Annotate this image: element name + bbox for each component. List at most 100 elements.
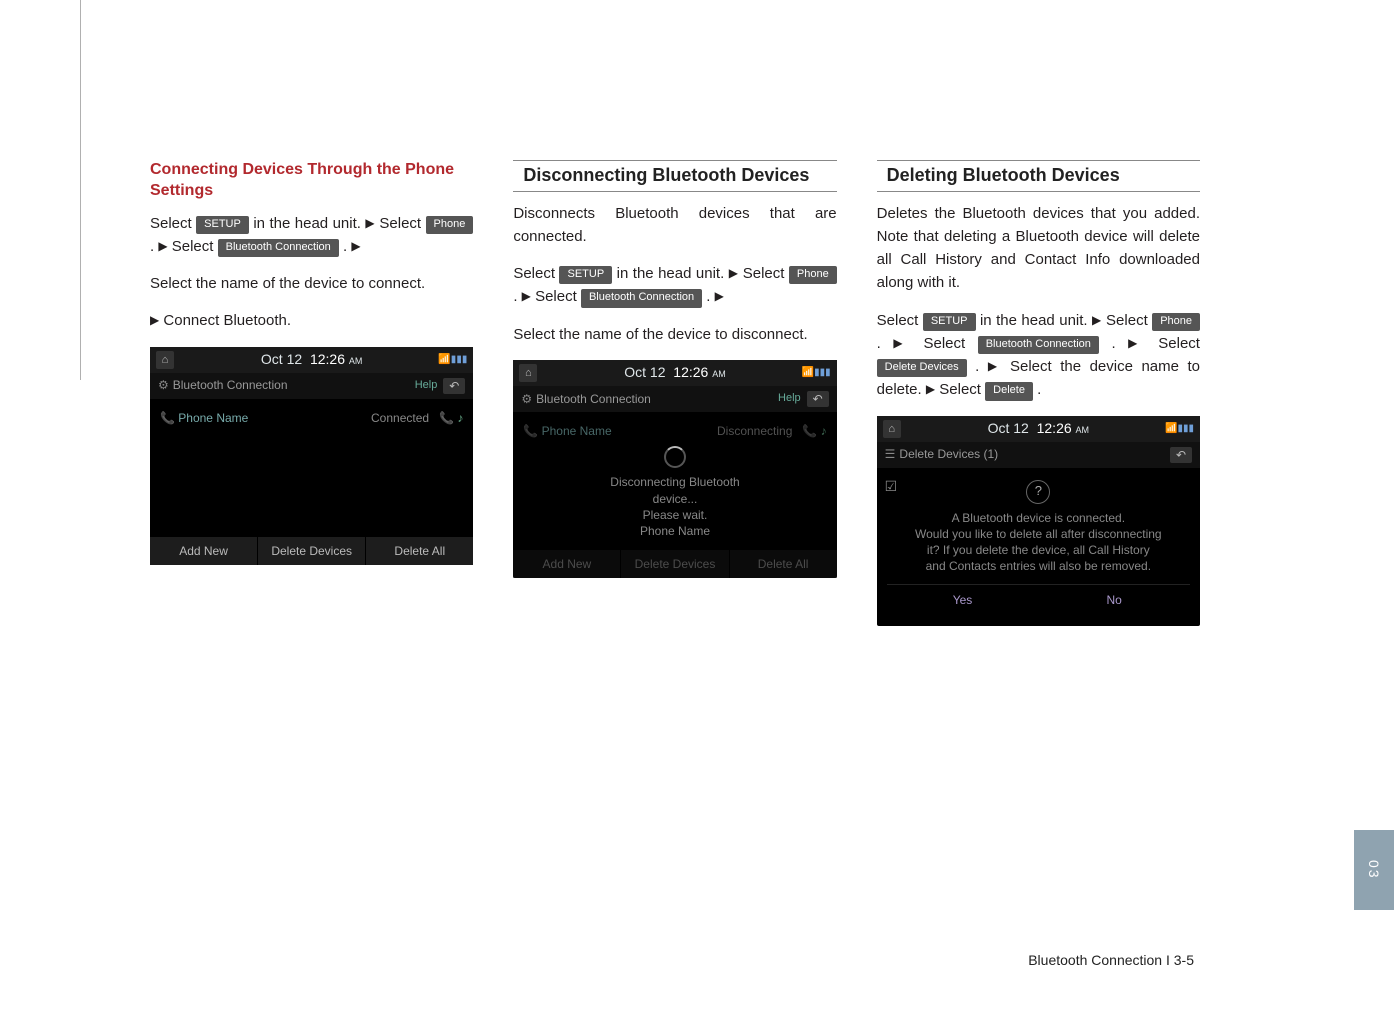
- text: Select: [1106, 312, 1152, 329]
- arrow-icon: ▶: [988, 359, 1002, 373]
- device-icons: 📞 ♪: [802, 422, 826, 441]
- time: 12:26: [310, 351, 345, 367]
- screenshot-titlebar: ⚙ Bluetooth Connection Help ↶: [150, 373, 473, 399]
- column-deleting: Deleting Bluetooth Devices Deletes the B…: [877, 160, 1200, 626]
- text: Select: [1158, 335, 1200, 352]
- screenshot-titlebar: ☰ Delete Devices (1) ↶: [877, 442, 1200, 468]
- clock: Oct 12 12:26 AM: [988, 418, 1089, 440]
- status-icons: 📶▮▮▮: [438, 352, 467, 368]
- setup-button-label: SETUP: [923, 313, 976, 331]
- text: Select: [923, 335, 977, 352]
- column-connecting: Connecting Devices Through the Phone Set…: [150, 160, 473, 626]
- screenshot-statusbar: ⌂ Oct 12 12:26 AM 📶▮▮▮: [150, 347, 473, 373]
- status-icons: 📶▮▮▮: [1165, 421, 1194, 437]
- text: in the head unit.: [617, 265, 729, 282]
- text: in the head unit.: [253, 215, 365, 232]
- setup-button-label: SETUP: [559, 266, 612, 284]
- footer-add-new: Add New: [150, 537, 258, 565]
- screenshot-footer: Add New Delete Devices Delete All: [513, 550, 836, 578]
- text: in the head unit.: [980, 312, 1092, 329]
- text: .: [706, 288, 714, 305]
- arrow-icon: ▶: [715, 289, 724, 303]
- date: Oct 12: [261, 351, 302, 367]
- device-status: Connected: [371, 409, 429, 428]
- device-name: Phone Name: [542, 424, 612, 438]
- gear-icon: ⚙: [521, 390, 532, 409]
- text: Select: [877, 312, 923, 329]
- status-icons: 📶▮▮▮: [802, 365, 831, 381]
- para-disconnect-desc: Disconnects Bluetooth devices that are c…: [513, 202, 836, 249]
- bt-connection-button-label: Bluetooth Connection: [581, 289, 702, 307]
- text: .: [1111, 335, 1128, 352]
- clock: Oct 12 12:26 AM: [261, 349, 362, 371]
- text: Select: [535, 288, 581, 305]
- text: Select: [513, 265, 559, 282]
- title-text: Deleting Bluetooth Devices: [887, 165, 1200, 187]
- ampm: AM: [349, 356, 363, 366]
- bt-connection-button-label: Bluetooth Connection: [218, 239, 339, 257]
- footer-delete-all: Delete All: [366, 537, 473, 565]
- section-heading-deleting: Deleting Bluetooth Devices: [877, 160, 1200, 192]
- para-delete-desc: Deletes the Bluetooth devices that you a…: [877, 202, 1200, 295]
- help-label: Help: [778, 390, 801, 407]
- arrow-icon: ▶: [729, 266, 739, 280]
- msg-line: device...: [523, 491, 826, 507]
- arrow-icon: ▶: [158, 239, 167, 253]
- phone-button-label: Phone: [1152, 313, 1200, 331]
- home-icon: ⌂: [883, 420, 901, 438]
- para-select-disconnect: Select the name of the device to disconn…: [513, 323, 836, 346]
- help-label: Help: [415, 377, 438, 394]
- text: Select: [150, 215, 196, 232]
- footer-delete-all: Delete All: [730, 550, 837, 578]
- date: Oct 12: [988, 420, 1029, 436]
- dialog-buttons: Yes No: [887, 584, 1190, 616]
- screenshot-titlebar: ⚙ Bluetooth Connection Help ↶: [513, 386, 836, 412]
- screenshot-body: 📞 Phone Name Disconnecting 📞 ♪ Disconnec…: [513, 412, 836, 550]
- arrow-icon: ▶: [926, 382, 935, 396]
- time: 12:26: [673, 364, 708, 380]
- list-icon: ☰: [885, 445, 896, 464]
- text: Select: [743, 265, 789, 282]
- screen-title: Bluetooth Connection: [173, 376, 415, 395]
- question-icon: ?: [1026, 480, 1050, 504]
- text: Connect Bluetooth.: [163, 312, 291, 329]
- screenshot-statusbar: ⌂ Oct 12 12:26 AM 📶▮▮▮: [877, 416, 1200, 442]
- para-connect-steps: Select SETUP in the head unit. ▶ Select …: [150, 212, 473, 259]
- date: Oct 12: [624, 364, 665, 380]
- phone-button-label: Phone: [426, 216, 474, 234]
- screenshot-footer: Add New Delete Devices Delete All: [150, 537, 473, 565]
- no-button: No: [1038, 584, 1190, 616]
- para-connect-bt: ▶ Connect Bluetooth.: [150, 309, 473, 332]
- home-icon: ⌂: [156, 351, 174, 369]
- screenshot-body: 📞 Phone Name Connected 📞 ♪: [150, 399, 473, 537]
- checkbox-icon: ☑: [885, 476, 898, 498]
- screen-title: Bluetooth Connection: [536, 390, 778, 409]
- back-icon: ↶: [807, 391, 829, 407]
- column-disconnecting: Disconnecting Bluetooth Devices Disconne…: [513, 160, 836, 626]
- text: .: [877, 335, 894, 352]
- ampm: AM: [712, 369, 726, 379]
- footer-delete-devices: Delete Devices: [621, 550, 729, 578]
- msg-line: Would you like to delete all after disco…: [887, 526, 1190, 542]
- gear-icon: ⚙: [158, 376, 169, 395]
- text: .: [1037, 381, 1041, 398]
- section-heading-disconnecting: Disconnecting Bluetooth Devices: [513, 160, 836, 192]
- dialog-text: A Bluetooth device is connected. Would y…: [887, 510, 1190, 575]
- screenshot-statusbar: ⌂ Oct 12 12:26 AM 📶▮▮▮: [513, 360, 836, 386]
- text: Select: [939, 381, 985, 398]
- arrow-icon: ▶: [351, 239, 360, 253]
- phone-button-label: Phone: [789, 266, 837, 284]
- screenshot-bt-connection: ⌂ Oct 12 12:26 AM 📶▮▮▮ ⚙ Bluetooth Conne…: [150, 347, 473, 565]
- device-status: Disconnecting: [717, 422, 792, 441]
- screenshot-delete-dialog: ⌂ Oct 12 12:26 AM 📶▮▮▮ ☰ Delete Devices …: [877, 416, 1200, 626]
- clock: Oct 12 12:26 AM: [624, 362, 725, 384]
- back-icon: ↶: [1170, 447, 1192, 463]
- dialog-text: Disconnecting Bluetooth device... Please…: [523, 474, 826, 539]
- footer-delete-devices: Delete Devices: [258, 537, 366, 565]
- text: .: [513, 288, 521, 305]
- page-margin-rule: [80, 0, 81, 380]
- msg-line: Phone Name: [523, 523, 826, 539]
- msg-line: Please wait.: [523, 507, 826, 523]
- msg-line: Disconnecting Bluetooth: [523, 474, 826, 490]
- bt-connection-button-label: Bluetooth Connection: [978, 336, 1099, 354]
